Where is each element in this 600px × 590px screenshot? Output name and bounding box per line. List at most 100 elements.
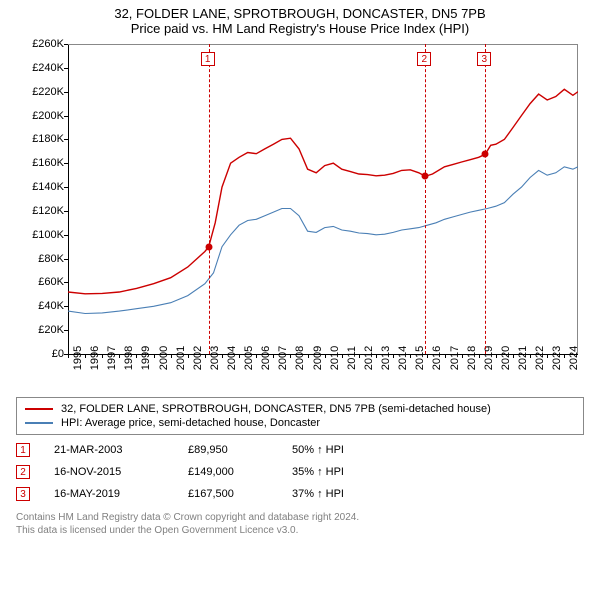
y-tick-label: £200K <box>20 110 64 122</box>
x-tick-label: 1997 <box>106 346 118 370</box>
legend-item: HPI: Average price, semi-detached house,… <box>25 416 575 430</box>
x-tick-mark <box>427 354 428 358</box>
sale-price: £89,950 <box>188 444 268 456</box>
x-tick-mark <box>410 354 411 358</box>
x-tick-mark <box>445 354 446 358</box>
legend-swatch <box>25 408 53 410</box>
sale-marker-box: 2 <box>417 52 431 66</box>
x-tick-label: 2009 <box>312 346 324 370</box>
table-row: 2 16-NOV-2015 £149,000 35% ↑ HPI <box>16 461 584 483</box>
x-tick-mark <box>154 354 155 358</box>
x-tick-label: 2021 <box>517 346 529 370</box>
x-tick-label: 1999 <box>140 346 152 370</box>
sale-price: £149,000 <box>188 466 268 478</box>
sale-marker-dot <box>482 151 489 158</box>
y-tick-mark <box>64 116 68 117</box>
x-tick-label: 2010 <box>329 346 341 370</box>
table-row: 1 21-MAR-2003 £89,950 50% ↑ HPI <box>16 439 584 461</box>
y-tick-label: £260K <box>20 38 64 50</box>
x-tick-label: 2023 <box>551 346 563 370</box>
x-tick-mark <box>359 354 360 358</box>
y-tick-mark <box>64 330 68 331</box>
x-tick-mark <box>119 354 120 358</box>
y-tick-label: £240K <box>20 62 64 74</box>
y-tick-mark <box>64 92 68 93</box>
x-tick-label: 2014 <box>397 346 409 370</box>
x-tick-label: 1996 <box>89 346 101 370</box>
y-tick-label: £0 <box>20 348 64 360</box>
y-tick-mark <box>64 44 68 45</box>
sale-date: 21-MAR-2003 <box>54 444 164 456</box>
y-tick-label: £140K <box>20 181 64 193</box>
x-tick-mark <box>136 354 137 358</box>
x-tick-label: 2003 <box>209 346 221 370</box>
x-tick-label: 2024 <box>568 346 580 370</box>
x-tick-mark <box>547 354 548 358</box>
sales-table: 1 21-MAR-2003 £89,950 50% ↑ HPI 2 16-NOV… <box>16 439 584 505</box>
x-tick-label: 1995 <box>72 346 84 370</box>
y-tick-mark <box>64 163 68 164</box>
legend: 32, FOLDER LANE, SPROTBROUGH, DONCASTER,… <box>16 397 584 435</box>
attribution-line: This data is licensed under the Open Gov… <box>16 524 584 537</box>
x-tick-mark <box>496 354 497 358</box>
x-tick-label: 2017 <box>449 346 461 370</box>
x-tick-mark <box>564 354 565 358</box>
y-tick-mark <box>64 306 68 307</box>
y-tick-mark <box>64 139 68 140</box>
x-tick-mark <box>205 354 206 358</box>
series-line-property <box>68 89 578 293</box>
x-tick-label: 2008 <box>294 346 306 370</box>
x-tick-label: 2007 <box>277 346 289 370</box>
sale-date: 16-MAY-2019 <box>54 488 164 500</box>
x-tick-mark <box>222 354 223 358</box>
x-tick-label: 2002 <box>192 346 204 370</box>
y-tick-label: £20K <box>20 324 64 336</box>
sale-marker-line <box>425 44 426 354</box>
x-tick-label: 2020 <box>500 346 512 370</box>
x-tick-mark <box>479 354 480 358</box>
y-tick-label: £60K <box>20 276 64 288</box>
y-tick-mark <box>64 187 68 188</box>
sale-price: £167,500 <box>188 488 268 500</box>
sale-pct: 35% ↑ HPI <box>292 466 382 478</box>
legend-label: 32, FOLDER LANE, SPROTBROUGH, DONCASTER,… <box>61 403 491 415</box>
y-tick-label: £120K <box>20 205 64 217</box>
sale-marker-box: 3 <box>477 52 491 66</box>
x-tick-label: 2016 <box>431 346 443 370</box>
sale-index-box: 2 <box>16 465 30 479</box>
title-address: 32, FOLDER LANE, SPROTBROUGH, DONCASTER,… <box>0 6 600 21</box>
legend-swatch <box>25 422 53 424</box>
x-tick-mark <box>290 354 291 358</box>
title-subtitle: Price paid vs. HM Land Registry's House … <box>0 21 600 36</box>
x-tick-label: 2005 <box>243 346 255 370</box>
y-tick-mark <box>64 211 68 212</box>
x-tick-label: 2006 <box>260 346 272 370</box>
x-tick-label: 2004 <box>226 346 238 370</box>
sale-marker-box: 1 <box>201 52 215 66</box>
x-tick-mark <box>171 354 172 358</box>
y-tick-label: £160K <box>20 157 64 169</box>
sale-index-box: 3 <box>16 487 30 501</box>
y-tick-mark <box>64 235 68 236</box>
y-tick-mark <box>64 282 68 283</box>
x-tick-mark <box>273 354 274 358</box>
x-tick-label: 2012 <box>363 346 375 370</box>
x-tick-mark <box>68 354 69 358</box>
x-tick-label: 1998 <box>123 346 135 370</box>
x-tick-label: 2001 <box>175 346 187 370</box>
x-tick-mark <box>513 354 514 358</box>
x-tick-mark <box>239 354 240 358</box>
sale-marker-line <box>485 44 486 354</box>
table-row: 3 16-MAY-2019 £167,500 37% ↑ HPI <box>16 483 584 505</box>
x-tick-label: 2000 <box>158 346 170 370</box>
x-tick-mark <box>102 354 103 358</box>
attribution-line: Contains HM Land Registry data © Crown c… <box>16 511 584 524</box>
chart-header: 32, FOLDER LANE, SPROTBROUGH, DONCASTER,… <box>0 0 600 38</box>
y-tick-label: £80K <box>20 253 64 265</box>
y-tick-label: £180K <box>20 133 64 145</box>
sale-date: 16-NOV-2015 <box>54 466 164 478</box>
y-tick-label: £40K <box>20 300 64 312</box>
y-tick-mark <box>64 68 68 69</box>
x-tick-mark <box>325 354 326 358</box>
y-tick-label: £100K <box>20 229 64 241</box>
